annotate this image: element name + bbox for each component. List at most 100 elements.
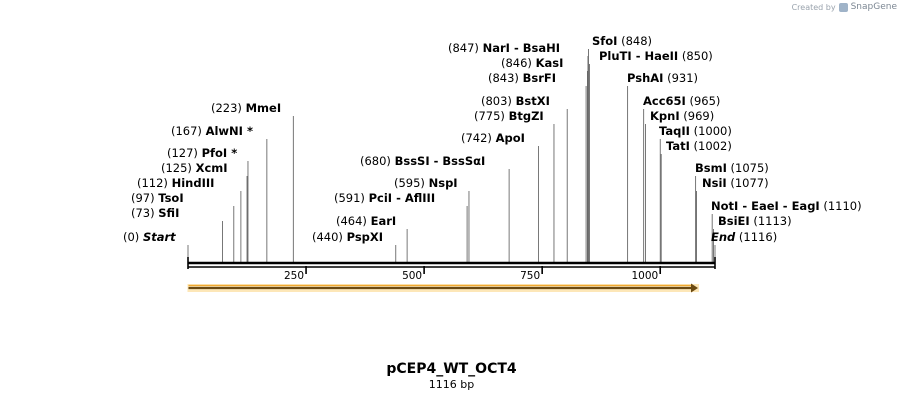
restriction-site[interactable]: PshAI (931) — [627, 71, 698, 85]
enzyme-name: XcmI — [196, 161, 228, 175]
site-label[interactable]: (127) PfoI * — [167, 146, 237, 160]
enzyme-name: KasI — [536, 56, 564, 70]
restriction-site[interactable]: (112) HindIII — [137, 176, 214, 190]
restriction-site[interactable]: (846) KasI — [501, 56, 563, 70]
enzyme-name: BsiEI — [718, 214, 750, 228]
restriction-site[interactable]: (223) MmeI — [211, 101, 281, 115]
restriction-site[interactable]: (73) SfiI — [131, 206, 179, 220]
site-label[interactable]: (464) EarI — [336, 214, 396, 228]
site-label[interactable]: (843) BsrFI — [488, 71, 556, 85]
site-label[interactable]: (742) ApoI — [461, 131, 525, 145]
enzyme-name: BstXI — [516, 94, 550, 108]
site-label[interactable]: PshAI (931) — [627, 71, 698, 85]
site-label[interactable]: NotI - EaeI - EagI (1110) — [711, 199, 862, 213]
restriction-site[interactable]: Acc65I (965) — [643, 94, 720, 108]
enzyme-name: - EaeI — [738, 199, 778, 213]
restriction-site[interactable]: SfoI (848) — [592, 34, 652, 48]
credit-brand: SnapGene — [850, 2, 897, 12]
enzyme-name: HindIII — [172, 176, 215, 190]
site-label[interactable]: (680) BssSI - BssSαI — [360, 154, 485, 168]
site-position: (464) — [336, 214, 371, 228]
restriction-site[interactable]: PluTI - HaeII (850) — [599, 49, 713, 63]
enzyme-name: End — [711, 230, 736, 244]
site-label[interactable]: End (1116) — [711, 230, 777, 244]
site-position: (848) — [617, 34, 652, 48]
plasmid-length: 1116 bp — [428, 378, 475, 391]
restriction-site[interactable]: (464) EarI — [336, 214, 396, 228]
site-position: (803) — [481, 94, 516, 108]
restriction-site[interactable]: (0) Start — [123, 230, 176, 244]
site-label[interactable]: NsiI (1077) — [702, 176, 769, 190]
enzyme-name: TsoI — [158, 191, 183, 205]
site-label[interactable]: (97) TsoI — [131, 191, 184, 205]
site-position: (595) — [394, 176, 429, 190]
restriction-site[interactable]: TatI (1002) — [666, 139, 732, 153]
site-position: (965) — [686, 94, 721, 108]
site-label[interactable]: (846) KasI — [501, 56, 563, 70]
site-position: (0) — [123, 230, 143, 244]
site-position: (127) — [167, 146, 202, 160]
restriction-site[interactable]: (595) NspI — [394, 176, 458, 190]
restriction-site[interactable]: (125) XcmI — [161, 161, 228, 175]
enzyme-name: SfoI — [592, 34, 617, 48]
restriction-site[interactable]: (803) BstXI — [481, 94, 550, 108]
restriction-site[interactable]: (680) BssSI - BssSαI — [360, 154, 485, 168]
site-label[interactable]: (125) XcmI — [161, 161, 228, 175]
site-label[interactable]: PluTI - HaeII (850) — [599, 49, 713, 63]
restriction-site[interactable]: (591) PciI - AflIII — [334, 191, 435, 205]
site-label[interactable]: BsiEI (1113) — [718, 214, 792, 228]
restriction-site[interactable]: (742) ApoI — [461, 131, 525, 145]
site-label[interactable]: KpnI (969) — [650, 109, 714, 123]
site-label[interactable]: (223) MmeI — [211, 101, 281, 115]
site-position: (112) — [137, 176, 172, 190]
snapgene-logo-icon — [838, 2, 848, 12]
site-label[interactable]: (112) HindIII — [137, 176, 214, 190]
restriction-site[interactable]: (775) BtgZI — [474, 109, 544, 123]
site-label[interactable]: (775) BtgZI — [474, 109, 544, 123]
site-position: (591) — [334, 191, 369, 205]
enzyme-name: TatI — [666, 139, 690, 153]
site-label[interactable]: (440) PspXI — [312, 230, 383, 244]
restriction-site[interactable]: NotI - EaeI - EagI (1110) — [711, 199, 862, 213]
site-label[interactable]: Acc65I (965) — [643, 94, 720, 108]
site-label[interactable]: BsmI (1075) — [695, 161, 769, 175]
site-position: (440) — [312, 230, 347, 244]
site-label[interactable]: TatI (1002) — [666, 139, 732, 153]
enzyme-name: PshAI — [627, 71, 663, 85]
site-position: (97) — [131, 191, 158, 205]
site-label[interactable]: (167) AlwNI * — [171, 124, 253, 138]
restriction-site[interactable]: BsiEI (1113) — [718, 214, 792, 228]
enzyme-name: BtgZI — [509, 109, 544, 123]
site-labels: (0) Start (73) SfiI(97) TsoI(112) HindIII… — [123, 34, 862, 244]
restriction-site[interactable]: (167) AlwNI * — [171, 124, 253, 138]
restriction-site[interactable]: TaqII (1000) — [659, 124, 732, 138]
site-label[interactable]: (595) NspI — [394, 176, 458, 190]
enzyme-name: NotI — [711, 199, 738, 213]
enzyme-name: - HaeII — [632, 49, 679, 63]
site-label[interactable]: TaqII (1000) — [659, 124, 732, 138]
feature-arrow[interactable] — [187, 283, 699, 293]
site-label[interactable]: SfoI (848) — [592, 34, 652, 48]
restriction-site[interactable]: End (1116) — [711, 230, 777, 244]
site-label[interactable]: (591) PciI - AflIII — [334, 191, 435, 205]
site-position: (167) — [171, 124, 206, 138]
snapgene-credit: Created by SnapGene — [792, 2, 897, 12]
restriction-site[interactable]: (440) PspXI — [312, 230, 383, 244]
tick-label: 500 — [402, 270, 422, 282]
site-label[interactable]: (73) SfiI — [131, 206, 179, 220]
enzyme-name: NspI — [429, 176, 458, 190]
site-position: (775) — [474, 109, 509, 123]
site-position: (680) — [360, 154, 395, 168]
restriction-site[interactable]: NsiI (1077) — [702, 176, 769, 190]
restriction-site[interactable]: BsmI (1075) — [695, 161, 769, 175]
restriction-site[interactable]: (847) NarI - BsaHI — [448, 41, 560, 55]
site-label[interactable]: (0) Start — [123, 230, 176, 244]
enzyme-name: AlwNI * — [206, 124, 253, 138]
restriction-site[interactable]: (97) TsoI — [131, 191, 184, 205]
restriction-site[interactable]: (843) BsrFI — [488, 71, 556, 85]
site-label[interactable]: (847) NarI - BsaHI — [448, 41, 560, 55]
tick-label: 750 — [520, 270, 540, 282]
site-label[interactable]: (803) BstXI — [481, 94, 550, 108]
restriction-site[interactable]: KpnI (969) — [650, 109, 714, 123]
restriction-site[interactable]: (127) PfoI * — [167, 146, 237, 160]
